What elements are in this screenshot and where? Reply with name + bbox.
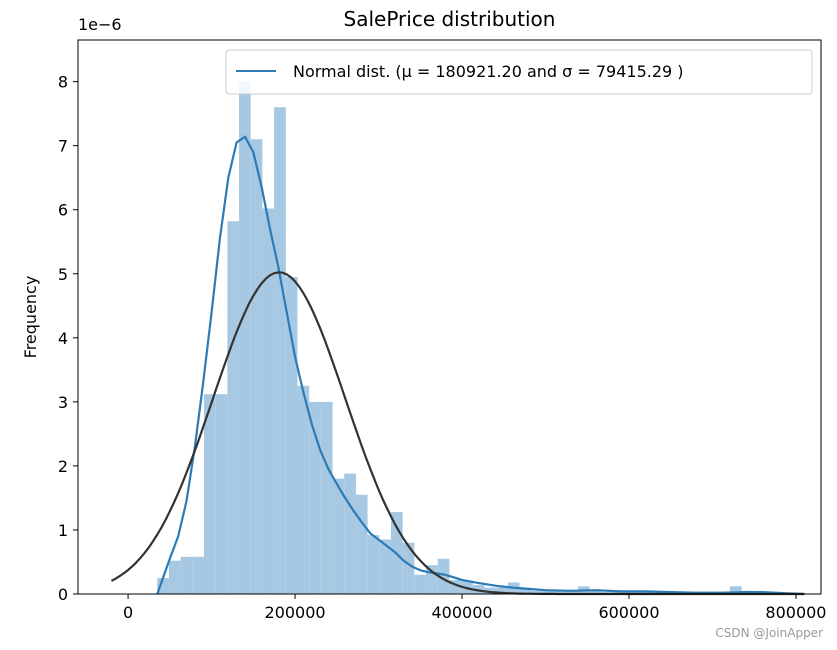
histogram-bar: [589, 590, 602, 594]
y-tick-label: 8: [58, 73, 68, 92]
histogram-bar: [157, 577, 169, 594]
y-axis-ticks: 0 1 2 3 4 5 6 7 8: [58, 73, 78, 604]
histogram-bar: [297, 385, 310, 594]
histogram-bar: [542, 590, 555, 594]
y-scale-label: 1e−6: [78, 15, 122, 34]
x-tick-label: 200000: [265, 603, 326, 622]
legend: Normal dist. (μ = 180921.20 and σ = 7941…: [225, 49, 813, 95]
histogram-bar: [729, 586, 742, 594]
histogram-bar: [274, 107, 286, 594]
histogram-bar: [566, 590, 578, 594]
histogram-bar: [180, 556, 193, 594]
watermark: CSDN @JoinApper: [715, 626, 823, 640]
histogram-bar: [496, 587, 508, 594]
histogram-bar: [227, 221, 240, 595]
chart-title: SalePrice distribution: [344, 7, 556, 31]
kde-curve: [156, 135, 805, 596]
histogram-bar: [262, 208, 275, 594]
histogram-bar: [426, 565, 438, 594]
histogram-bar: [379, 539, 391, 594]
y-tick-label: 2: [58, 457, 68, 476]
x-axis-ticks: 0 200000 400000 600000 800000: [123, 594, 826, 622]
x-tick-label: 600000: [598, 603, 659, 622]
y-tick-label: 0: [58, 585, 68, 604]
histogram-bar: [355, 494, 368, 594]
histogram-bar: [554, 590, 567, 594]
histogram-bar: [344, 473, 356, 594]
histogram-bar: [332, 478, 345, 594]
x-tick-label: 800000: [765, 603, 826, 622]
histogram-bar: [285, 276, 298, 594]
histogram-bar: [215, 394, 228, 594]
histogram-bar: [402, 542, 415, 594]
histogram-bar: [449, 579, 462, 594]
y-tick-label: 5: [58, 265, 68, 284]
histogram-bar: [519, 588, 532, 594]
y-tick-label: 6: [58, 201, 68, 220]
y-tick-label: 3: [58, 393, 68, 412]
histogram-bar: [484, 587, 497, 594]
histogram-bar: [320, 401, 333, 594]
histogram-bar: [239, 81, 251, 594]
histogram-bar: [168, 560, 181, 594]
y-axis-label: Frequency: [21, 276, 40, 359]
y-tick-label: 4: [58, 329, 68, 348]
histogram-bars: [157, 81, 765, 595]
histogram-bar: [250, 139, 263, 595]
x-tick-label: 0: [123, 603, 133, 622]
y-tick-label: 1: [58, 521, 68, 540]
histogram-bar: [203, 394, 216, 594]
histogram-bar: [531, 590, 543, 594]
histogram-bar: [367, 535, 380, 594]
histogram-bar: [437, 558, 450, 594]
histogram-bar: [414, 574, 427, 594]
histogram-bar: [192, 556, 204, 594]
y-tick-label: 7: [58, 137, 68, 156]
legend-box: [225, 49, 813, 95]
x-tick-label: 400000: [431, 603, 492, 622]
legend-entry: Normal dist. (μ = 180921.20 and σ = 7941…: [293, 62, 684, 81]
histogram-bar: [309, 401, 321, 594]
plot-frame: [77, 39, 822, 595]
